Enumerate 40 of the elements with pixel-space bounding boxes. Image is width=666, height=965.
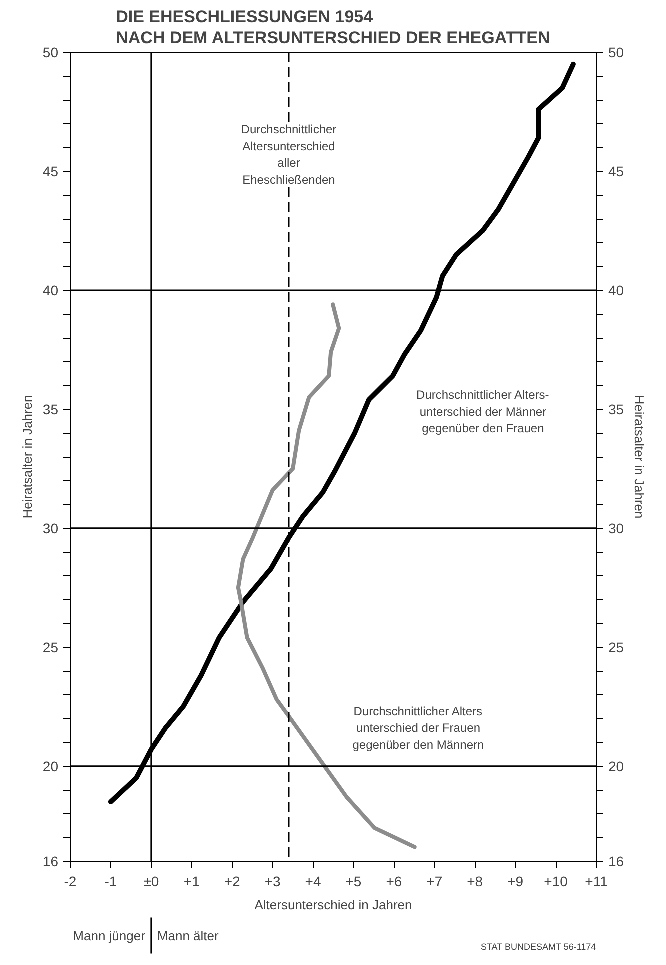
- y2-tick-label: 20: [608, 758, 624, 774]
- x-tick-label: +10: [544, 874, 568, 890]
- annotation: Durchschnittlicher Alters unterschied der Frauen gegenüber den Männern: [352, 704, 484, 752]
- y2-tick-label: 16: [608, 854, 624, 870]
- text: STAT BUNDESAMT 56-1174: [480, 942, 596, 952]
- y-tick-label: 50: [42, 44, 59, 60]
- y-tick-label: 40: [42, 282, 59, 298]
- x-tick-label: +2: [224, 874, 241, 890]
- x-tick-label: +4: [305, 874, 322, 890]
- x-axis-title: Altersunterschied in Jahren: [254, 898, 412, 912]
- y2-tick-label: 30: [608, 520, 624, 536]
- y2-tick-label: 45: [608, 163, 624, 180]
- y-tick-label: 35: [42, 401, 59, 418]
- x-tick-label: +1: [184, 874, 200, 890]
- x-tick-label: +8: [467, 874, 484, 890]
- x-tick-label: -1: [104, 874, 118, 890]
- text: Mann älter: [157, 928, 220, 944]
- x-tick-label: +3: [264, 874, 282, 890]
- y2-axis-title: Heiratsalter in Jahren: [632, 395, 648, 519]
- x-tick-label: +9: [508, 874, 524, 890]
- x-tick-label: +11: [585, 874, 608, 890]
- text: Mann jünger: [73, 928, 146, 944]
- y-tick-label: 20: [42, 758, 59, 774]
- y-axis-title: Heiratsalter in Jahren: [20, 395, 35, 519]
- y2-tick-label: 40: [608, 282, 624, 298]
- y-tick-label: 16: [42, 854, 59, 870]
- y-tick-label: 45: [42, 163, 59, 180]
- x-tick-label: -2: [64, 874, 77, 890]
- ref-line-label: Durchschnittlicher Altersunterschied aller Eheschließenden: [241, 122, 337, 187]
- x-tick-label: ±0: [144, 874, 160, 890]
- x-tick-label: +5: [346, 874, 362, 890]
- y-tick-label: 30: [42, 520, 59, 536]
- x-tick-label: +7: [426, 874, 443, 890]
- x-tick-label: +6: [386, 874, 402, 890]
- annotation: Durchschnittlicher Alters- unterschied der Männer gegenüber den Frauen: [416, 388, 550, 436]
- y2-tick-label: 50: [608, 44, 624, 60]
- y-tick-label: 25: [42, 639, 59, 656]
- y2-tick-label: 25: [608, 639, 624, 656]
- y2-tick-label: 35: [608, 401, 624, 418]
- chart-title: DIE EHESCHLIESSUNGEN 1954 NACH DEM ALTERSUNTERSCHIED DER EHEGATTEN: [116, 8, 550, 48]
